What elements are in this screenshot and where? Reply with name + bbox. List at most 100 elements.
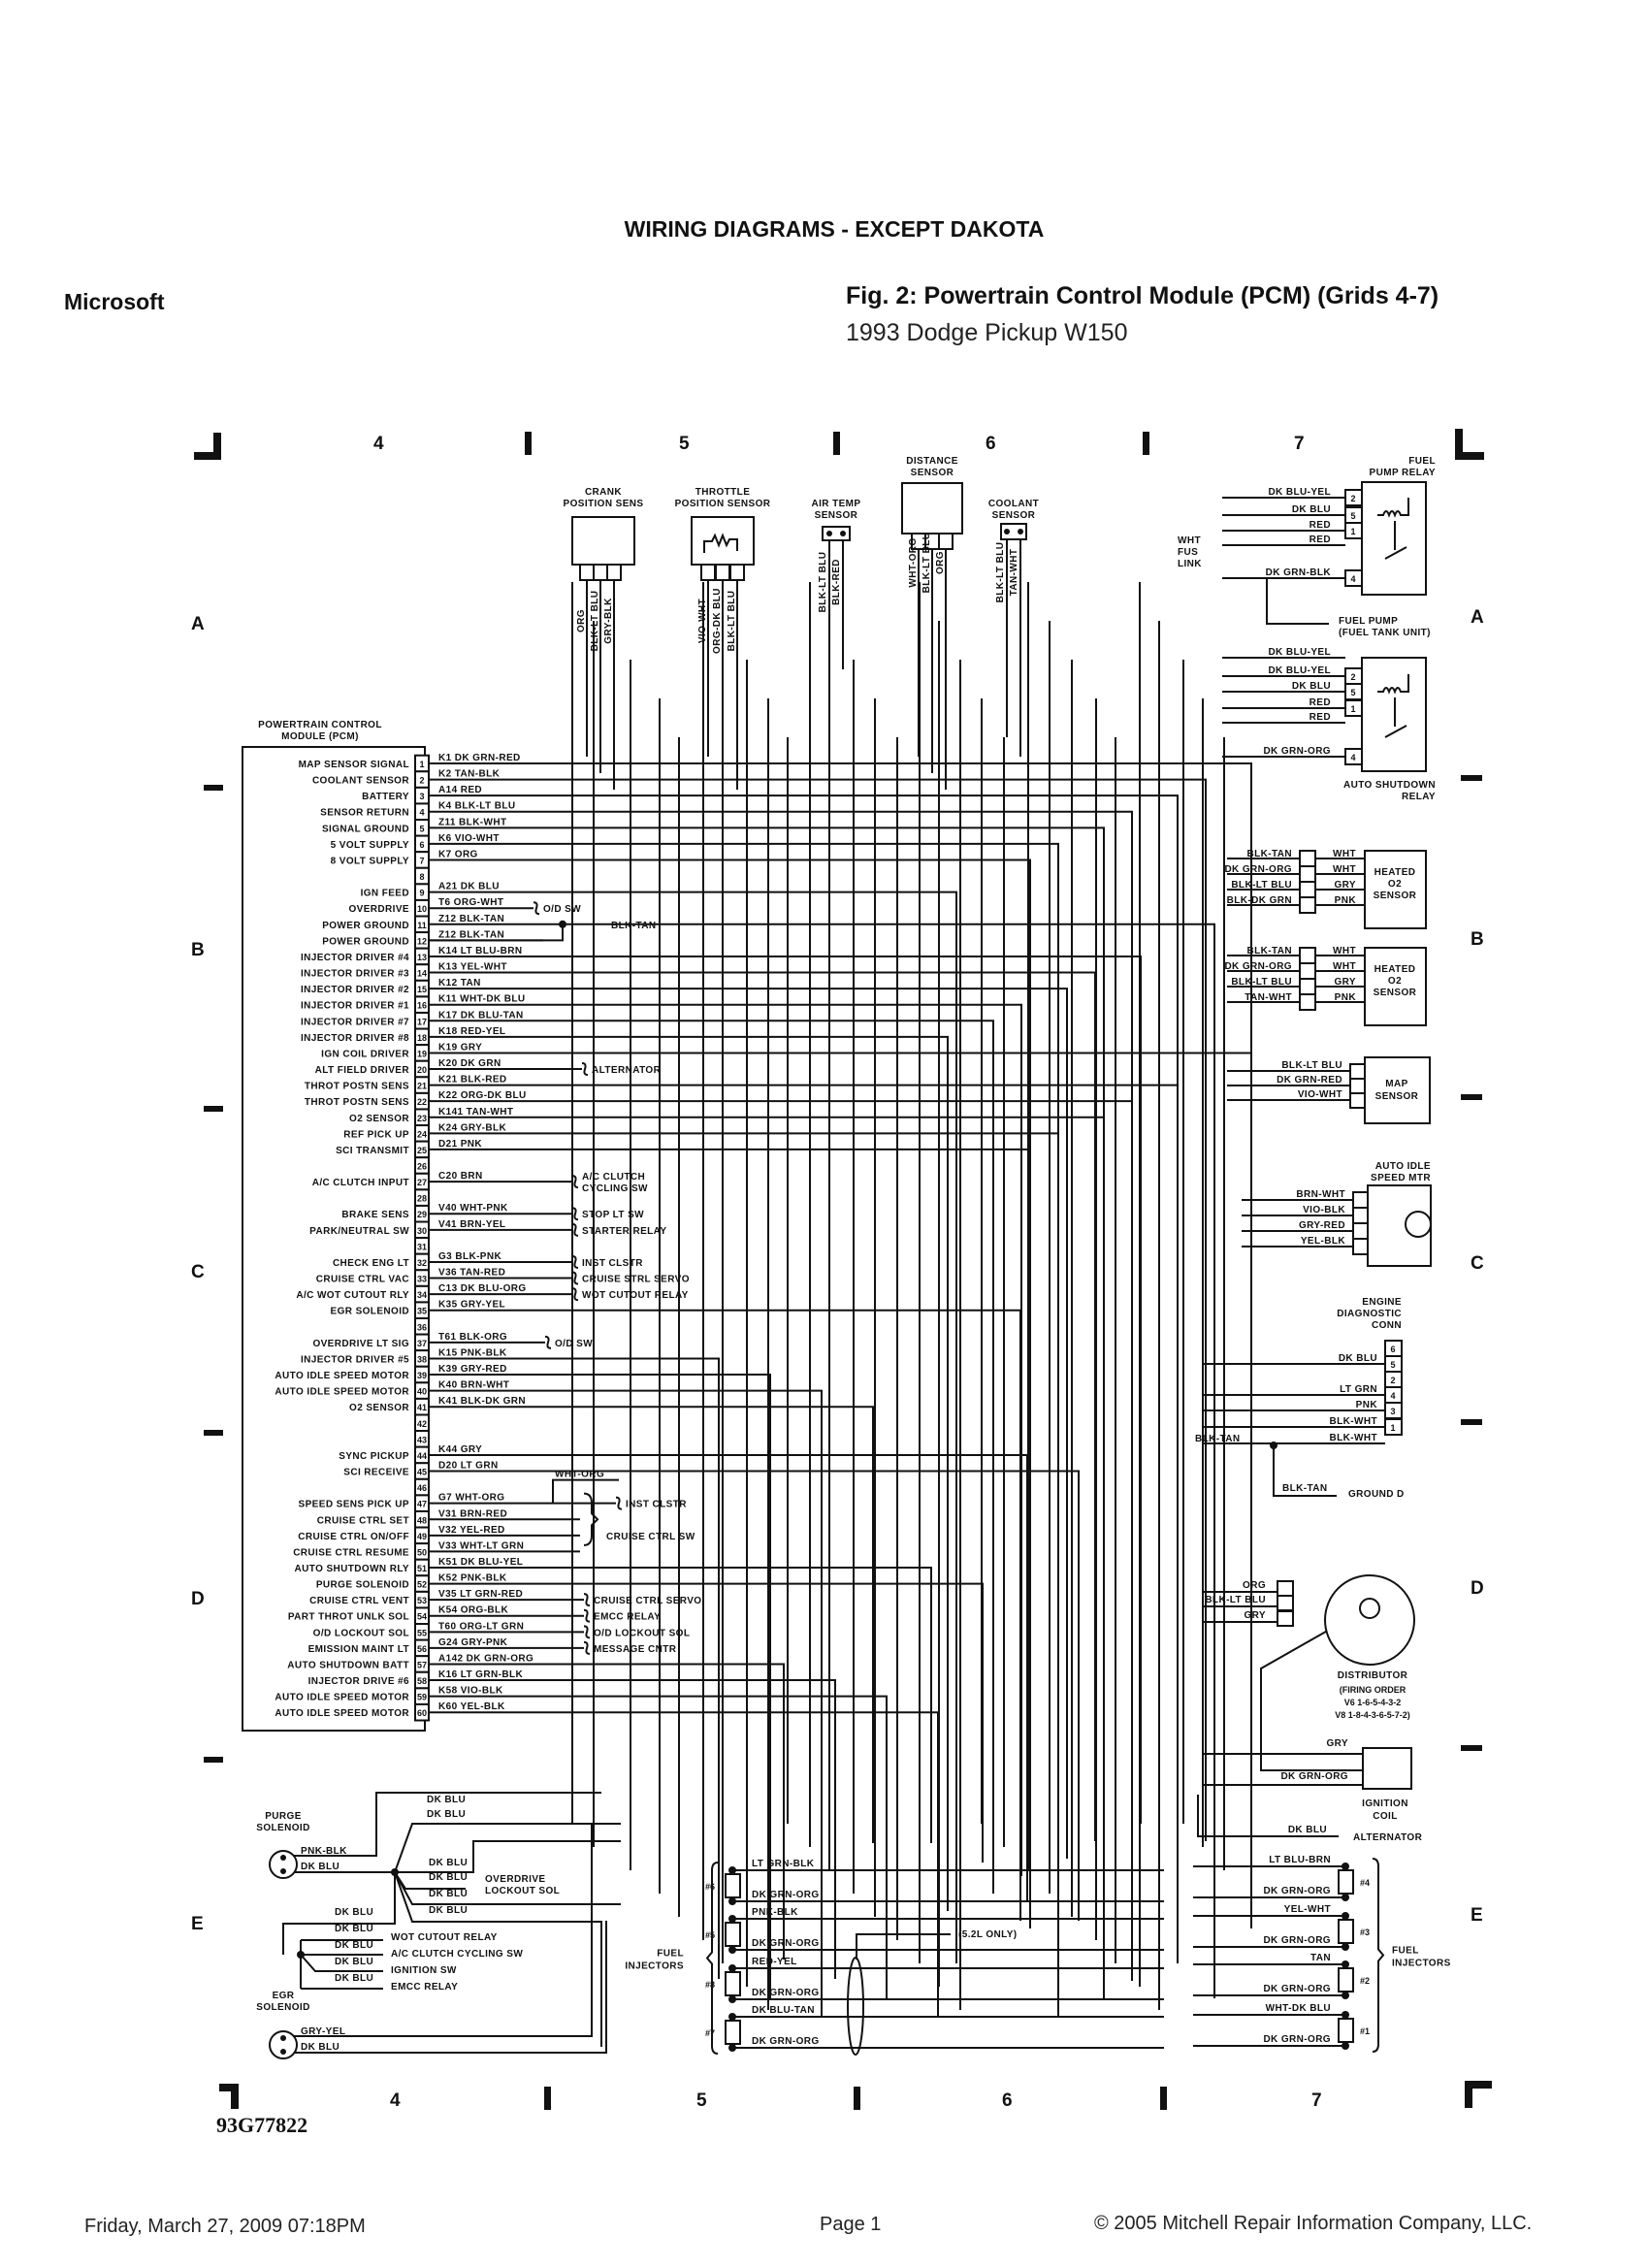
injector-icon <box>1338 1967 1354 1993</box>
pin-function: AUTO IDLE SPEED MOTOR <box>275 1708 409 1719</box>
destination-label: WOT CUTOUT RELAY <box>582 1290 689 1301</box>
footer-page: Page 1 <box>820 2214 881 2235</box>
crank-sensor-body <box>571 516 635 566</box>
pin-function: A/C CLUTCH INPUT <box>312 1178 409 1188</box>
wire-label: WHT <box>1333 849 1356 859</box>
pin-function: AUTO IDLE SPEED MOTOR <box>275 1693 409 1703</box>
wire-id: D21 PNK <box>438 1139 482 1150</box>
wire-id: G7 WHT-ORG <box>438 1493 504 1504</box>
relay-pin <box>1344 699 1363 717</box>
wire-label: RED-YEL <box>752 1957 797 1967</box>
fusible-link-label: FUS <box>1178 547 1198 558</box>
wire-id: Z11 BLK-WHT <box>438 817 507 827</box>
pin-function: IGN FEED <box>361 889 409 899</box>
connector-pin <box>1277 1580 1294 1597</box>
wire-id: K14 LT BLU-BRN <box>438 946 523 956</box>
pin-function: AUTO SHUTDOWN BATT <box>287 1660 409 1670</box>
wire-label: TAN-WHT <box>1009 549 1019 597</box>
destination-label: CRUISE CTRL SERVO <box>594 1596 701 1606</box>
wire-layer <box>282 497 1385 2056</box>
sensor-pin <box>606 564 622 581</box>
diag-conn-title: DIAGNOSTIC <box>1337 1309 1402 1319</box>
pin-function: REF PICK UP <box>343 1129 409 1140</box>
pin-function: AUTO IDLE SPEED MOTOR <box>275 1371 409 1381</box>
wire-label: WHT-DK BLU <box>1266 2003 1331 2014</box>
connector-pin <box>1299 993 1316 1011</box>
pin-function: PART THROT UNLK SOL <box>288 1612 409 1623</box>
pin-number: 2 <box>1350 672 1355 682</box>
wire <box>429 1020 994 1894</box>
wire-bundle-oval <box>847 1957 864 2056</box>
solenoid-icon <box>269 1850 298 1879</box>
pin-number: 45 <box>417 1468 427 1477</box>
pin-function: 8 VOLT SUPPLY <box>331 856 409 866</box>
pin-number: 2 <box>1350 494 1355 503</box>
pin-number: 41 <box>417 1403 427 1412</box>
sensor-pin <box>938 533 954 550</box>
pin-number: 15 <box>417 985 427 994</box>
wire-label: WHT-ORG <box>908 537 919 587</box>
wire-label: DK BLU <box>335 1973 373 1984</box>
wire-id: K41 BLK-DK GRN <box>438 1396 526 1407</box>
map-sensor-body <box>1364 1056 1431 1124</box>
wire-label: BLK-LT BLU <box>727 591 737 652</box>
diag-conn-title: CONN <box>1372 1320 1402 1331</box>
wire-label: BLK-TAN <box>611 921 657 931</box>
pin-function: CRUISE CTRL VAC <box>316 1275 409 1285</box>
component-layer <box>269 481 1432 2059</box>
pin-number: 38 <box>417 1354 427 1364</box>
wire-label: TAN <box>1310 1953 1331 1963</box>
relay-pin <box>1344 748 1363 765</box>
injector-icon <box>725 1873 741 1898</box>
sensor-pin <box>593 564 608 581</box>
wire-id: K21 BLK-RED <box>438 1075 507 1085</box>
wire-id: K24 GRY-BLK <box>438 1122 507 1133</box>
throttle-sensor-title: THROTTLE <box>695 487 751 498</box>
connector-symbol <box>571 1271 579 1285</box>
solenoid-title: PURGE <box>265 1811 302 1822</box>
wire-label: TAN-WHT <box>1245 992 1292 1003</box>
wire-label: BLK-LT BLU <box>1281 1060 1342 1071</box>
grid-col-7: 7 <box>1294 434 1305 454</box>
pin-function: MAP SENSOR SIGNAL <box>299 760 409 770</box>
pin-function: AUTO IDLE SPEED MOTOR <box>275 1387 409 1398</box>
relay-switch-icon <box>1377 498 1409 560</box>
pin-number: 7 <box>419 856 424 865</box>
pin-number: 29 <box>417 1210 427 1219</box>
pin-function: INJECTOR DRIVER #7 <box>301 1017 409 1027</box>
pin-number: 12 <box>417 936 427 946</box>
terminal-dot <box>728 1946 736 1954</box>
grid-col-5: 5 <box>679 434 690 454</box>
wire-id: K6 VIO-WHT <box>438 833 500 844</box>
pin-number: 46 <box>417 1483 427 1493</box>
pin-number: 26 <box>417 1162 427 1172</box>
solenoid-title: SOLENOID <box>256 1823 309 1833</box>
sensor-pin <box>715 564 730 581</box>
pin-number: 9 <box>419 889 424 898</box>
pin-function: PURGE SOLENOID <box>316 1580 409 1591</box>
wire <box>429 1679 836 1979</box>
pin-number: 35 <box>417 1307 427 1316</box>
wire-label: WHT <box>1333 864 1356 875</box>
wire-label: DK GRN-RED <box>1277 1075 1342 1085</box>
coolant-sensor-body <box>1000 523 1027 540</box>
wire-id: Z12 BLK-TAN <box>438 929 504 940</box>
wire-label: DK BLU <box>429 1858 468 1868</box>
destination-label: O/D LOCKOUT SOL <box>594 1628 690 1638</box>
pin-function: O/D LOCKOUT SOL <box>313 1628 409 1638</box>
wire-id: V35 LT GRN-RED <box>438 1589 523 1600</box>
brace <box>1372 1858 1385 2053</box>
terminal-dot <box>1342 1912 1349 1920</box>
pin-function: COOLANT SENSOR <box>312 776 409 787</box>
wire-id: K54 ORG-BLK <box>438 1605 509 1616</box>
destination-label: CRUISE STRL SERVO <box>582 1275 690 1285</box>
connector-symbol <box>571 1287 579 1302</box>
wire-id: A21 DK BLU <box>438 882 500 892</box>
wire-id: T61 BLK-ORG <box>438 1332 507 1343</box>
wire-id: K4 BLK-LT BLU <box>438 801 515 812</box>
ignition-coil-title: COIL <box>1373 1811 1398 1822</box>
injector-icon <box>1338 1869 1354 1895</box>
wire <box>429 891 957 1963</box>
solenoid-icon <box>269 2030 298 2059</box>
